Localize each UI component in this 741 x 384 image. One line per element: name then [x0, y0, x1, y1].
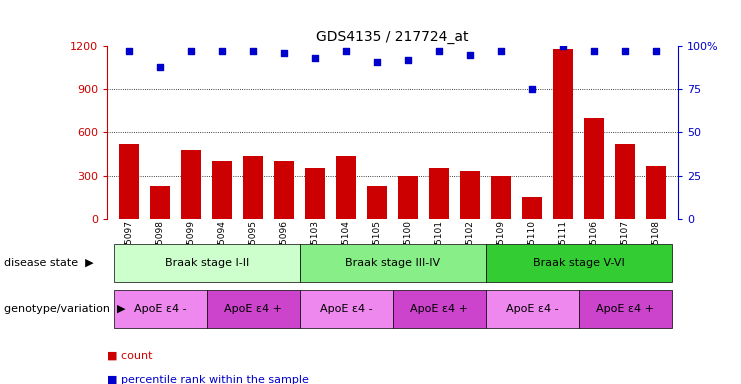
Bar [554, 49, 574, 219]
Text: ApoE ε4 -: ApoE ε4 - [506, 304, 559, 314]
Point [216, 48, 228, 55]
Bar [584, 118, 605, 219]
Bar [150, 186, 170, 219]
Text: disease state  ▶: disease state ▶ [4, 258, 93, 268]
Bar [398, 176, 419, 219]
Text: ApoE ε4 -: ApoE ε4 - [320, 304, 373, 314]
Text: genotype/variation  ▶: genotype/variation ▶ [4, 304, 125, 314]
Text: ApoE ε4 +: ApoE ε4 + [597, 304, 654, 314]
Point [588, 48, 600, 55]
Bar [336, 156, 356, 219]
Point [185, 48, 197, 55]
Bar [299, 244, 486, 282]
Point [651, 48, 662, 55]
Point [402, 57, 414, 63]
Text: ApoE ε4 -: ApoE ε4 - [134, 304, 187, 314]
Point [123, 48, 135, 55]
Text: Braak stage III-IV: Braak stage III-IV [345, 258, 440, 268]
Bar [305, 169, 325, 219]
Text: ■ count: ■ count [107, 350, 153, 360]
Bar [274, 161, 294, 219]
Bar [460, 171, 480, 219]
Bar [522, 197, 542, 219]
Bar [367, 186, 388, 219]
Bar [491, 176, 511, 219]
Point [619, 48, 631, 55]
Text: ApoE ε4 +: ApoE ε4 + [411, 304, 468, 314]
Bar [243, 156, 263, 219]
Point [465, 51, 476, 58]
Bar [181, 150, 202, 219]
Bar [579, 290, 672, 328]
Text: Braak stage I-II: Braak stage I-II [165, 258, 249, 268]
Bar [429, 169, 449, 219]
Point [557, 43, 569, 49]
Point [247, 48, 259, 55]
Bar [486, 290, 579, 328]
Bar [212, 161, 232, 219]
Bar [486, 244, 672, 282]
Point [154, 64, 166, 70]
Bar [299, 290, 393, 328]
Point [495, 48, 507, 55]
Point [433, 48, 445, 55]
Bar [207, 290, 299, 328]
Point [279, 50, 290, 56]
Text: ■ percentile rank within the sample: ■ percentile rank within the sample [107, 375, 309, 384]
Point [340, 48, 352, 55]
Bar [113, 244, 299, 282]
Bar [646, 166, 666, 219]
Title: GDS4135 / 217724_at: GDS4135 / 217724_at [316, 30, 469, 44]
Bar [393, 290, 486, 328]
Text: Braak stage V-VI: Braak stage V-VI [533, 258, 625, 268]
Bar [113, 290, 207, 328]
Bar [119, 144, 139, 219]
Bar [615, 144, 635, 219]
Text: ApoE ε4 +: ApoE ε4 + [225, 304, 282, 314]
Point [309, 55, 321, 61]
Point [526, 86, 538, 92]
Point [371, 58, 383, 65]
